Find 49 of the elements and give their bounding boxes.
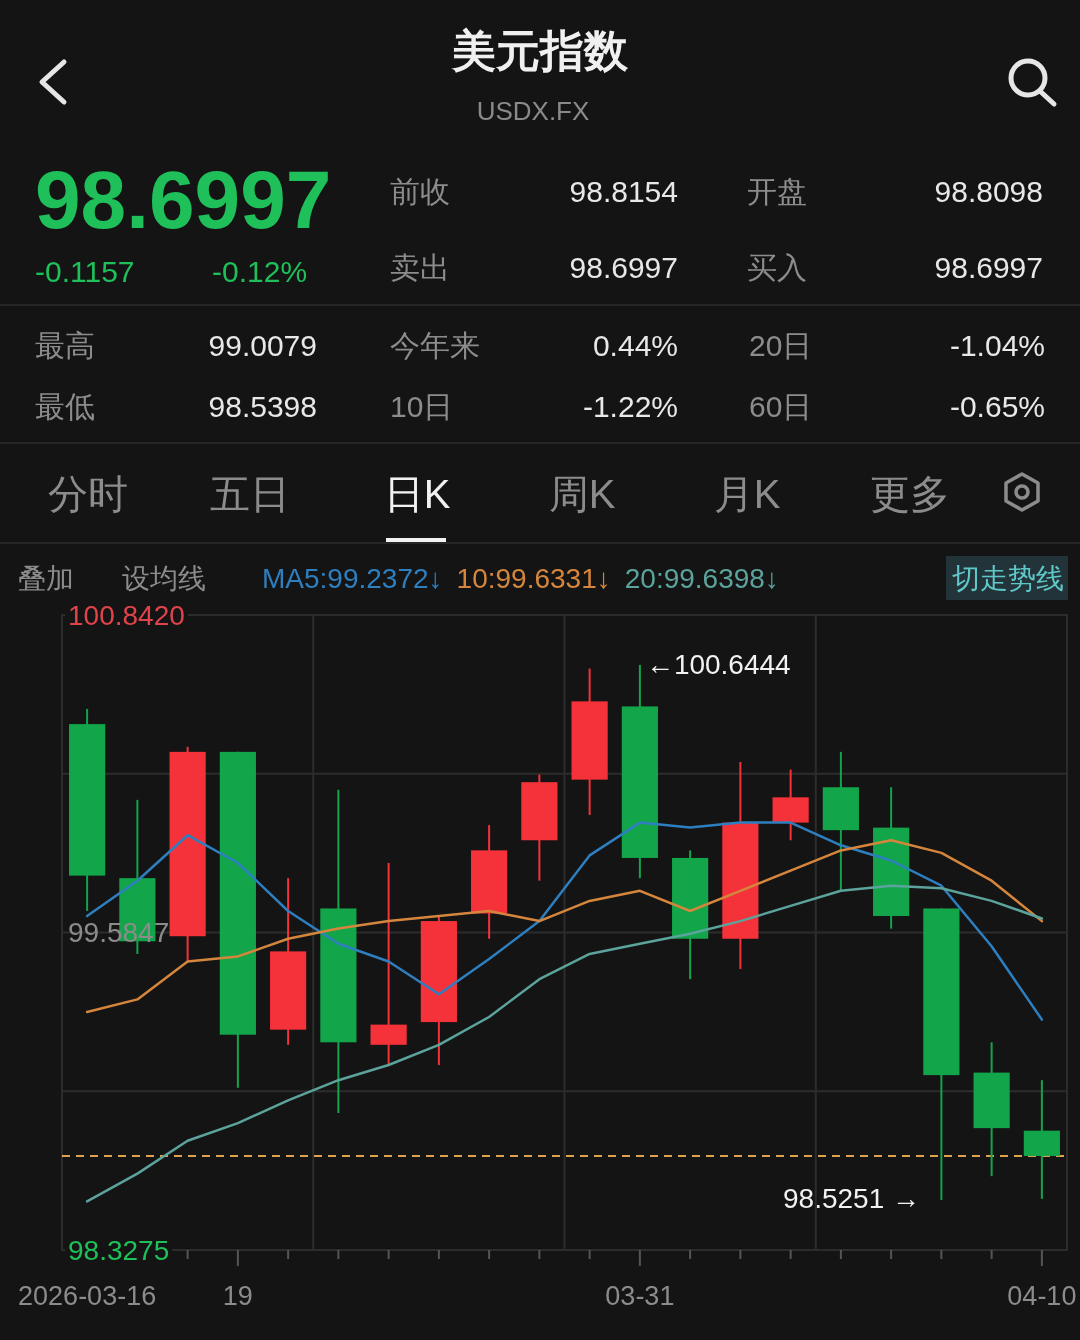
text: 周K [548, 472, 616, 516]
text: 叠加 [18, 563, 74, 594]
text: 0.44% [592, 329, 678, 362]
text: 20日 [749, 329, 813, 362]
text: 98.8098 [934, 175, 1043, 208]
text: :99.2372↓ [319, 563, 443, 594]
text: 月K [713, 472, 781, 516]
text: 买入 [747, 251, 807, 284]
text: 日K [383, 472, 451, 516]
text: 98.6997 [569, 251, 678, 284]
text: -0.1157 [35, 255, 135, 288]
text: 98.6997 [934, 251, 1043, 284]
chart-subtitle: USDX.FX [476, 96, 590, 126]
text: 切走势线 [952, 563, 1064, 594]
text: 五日 [210, 472, 290, 516]
x-tick-label: 03-31 [605, 1281, 675, 1311]
text: 最低 [35, 390, 95, 423]
chart-title: 美元指数 [451, 26, 629, 75]
annotation: 98.5251 → [783, 1183, 920, 1214]
text: 98.8154 [569, 175, 678, 208]
text: 前收 [390, 175, 450, 208]
text: 99.0079 [208, 329, 317, 362]
x-tick-label: 19 [222, 1281, 253, 1311]
candlestick [370, 861, 407, 1067]
text: 98.5398 [208, 390, 317, 423]
x-tick-label: 2026-03-16 [18, 1281, 157, 1311]
text: 10日 [390, 390, 454, 423]
text: MA5 [262, 563, 320, 594]
text: 最高 [35, 329, 95, 362]
text: 设均线 [122, 563, 206, 594]
text: 20 [624, 563, 656, 594]
text: 98.6997 [35, 154, 332, 245]
text: 60日 [749, 390, 813, 423]
text: -1.04% [949, 329, 1045, 362]
text: 卖出 [390, 251, 450, 284]
text: -0.65% [949, 390, 1045, 423]
text: 更多 [870, 472, 950, 516]
text: 今年来 [390, 329, 480, 362]
y-tick-label: 100.8420 [68, 599, 185, 631]
y-tick-label: 98.3275 [68, 1234, 170, 1266]
text: -0.12% [212, 255, 308, 288]
text: 分时 [48, 472, 128, 516]
annotation: ←100.6444 [645, 649, 791, 681]
text: :99.6398↓ [655, 563, 779, 594]
x-tick-label: 04-10 [1007, 1281, 1077, 1311]
text: -1.22% [582, 390, 678, 423]
text: 10 [456, 563, 488, 594]
text: 开盘 [747, 175, 807, 208]
text: :99.6331↓ [487, 563, 611, 594]
